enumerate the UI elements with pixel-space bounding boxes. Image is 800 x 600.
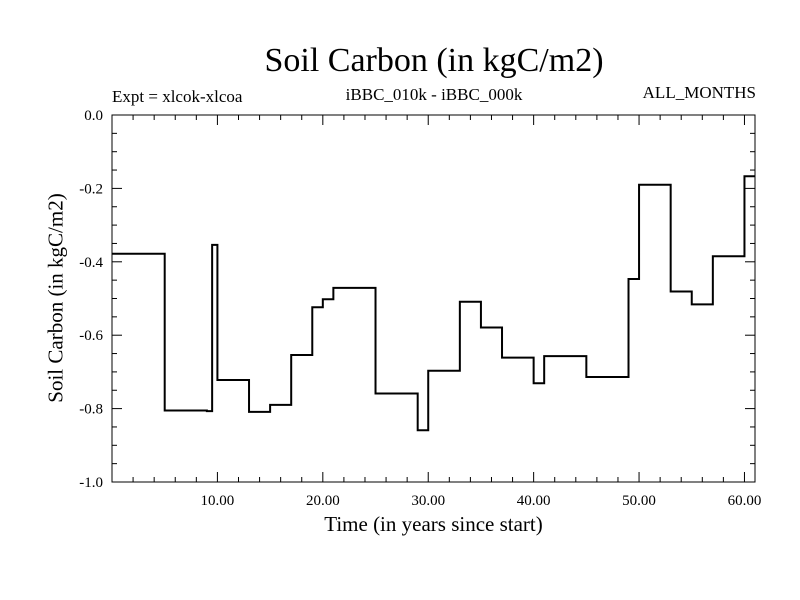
plot-frame [111,114,756,483]
x-tick-labels: 10.00 20.00 30.00 40.00 50.00 60.00 [201,493,762,509]
x-axis-label: Time (in years since start) [324,512,543,536]
x-tick-label: 10.00 [201,493,235,509]
y-tick-label: 0.0 [84,108,103,124]
experiment-annotation: Expt = xlcok-xlcoa [112,87,243,106]
x-tick-label: 30.00 [411,493,445,509]
series-line [112,175,755,432]
x-tick-label: 50.00 [622,493,656,509]
y-tick-label: -0.8 [79,402,103,418]
period-annotation: ALL_MONTHS [642,83,756,102]
y-tick-label: -0.4 [79,255,103,271]
x-tick-label: 60.00 [728,493,762,509]
y-tick-label: -1.0 [79,475,103,491]
chart-subtitle: iBBC_010k - iBBC_000k [345,85,523,104]
y-tick-labels: 0.0 -0.2 -0.4 -0.6 -0.8 -1.0 [79,108,103,491]
y-tick-label: -0.6 [79,328,103,344]
chart-title: Soil Carbon (in kgC/m2) [264,42,604,79]
x-tick-label: 20.00 [306,493,340,509]
y-tick-label: -0.2 [79,181,103,197]
x-tick-label: 40.00 [517,493,551,509]
axis-ticks [112,115,755,482]
